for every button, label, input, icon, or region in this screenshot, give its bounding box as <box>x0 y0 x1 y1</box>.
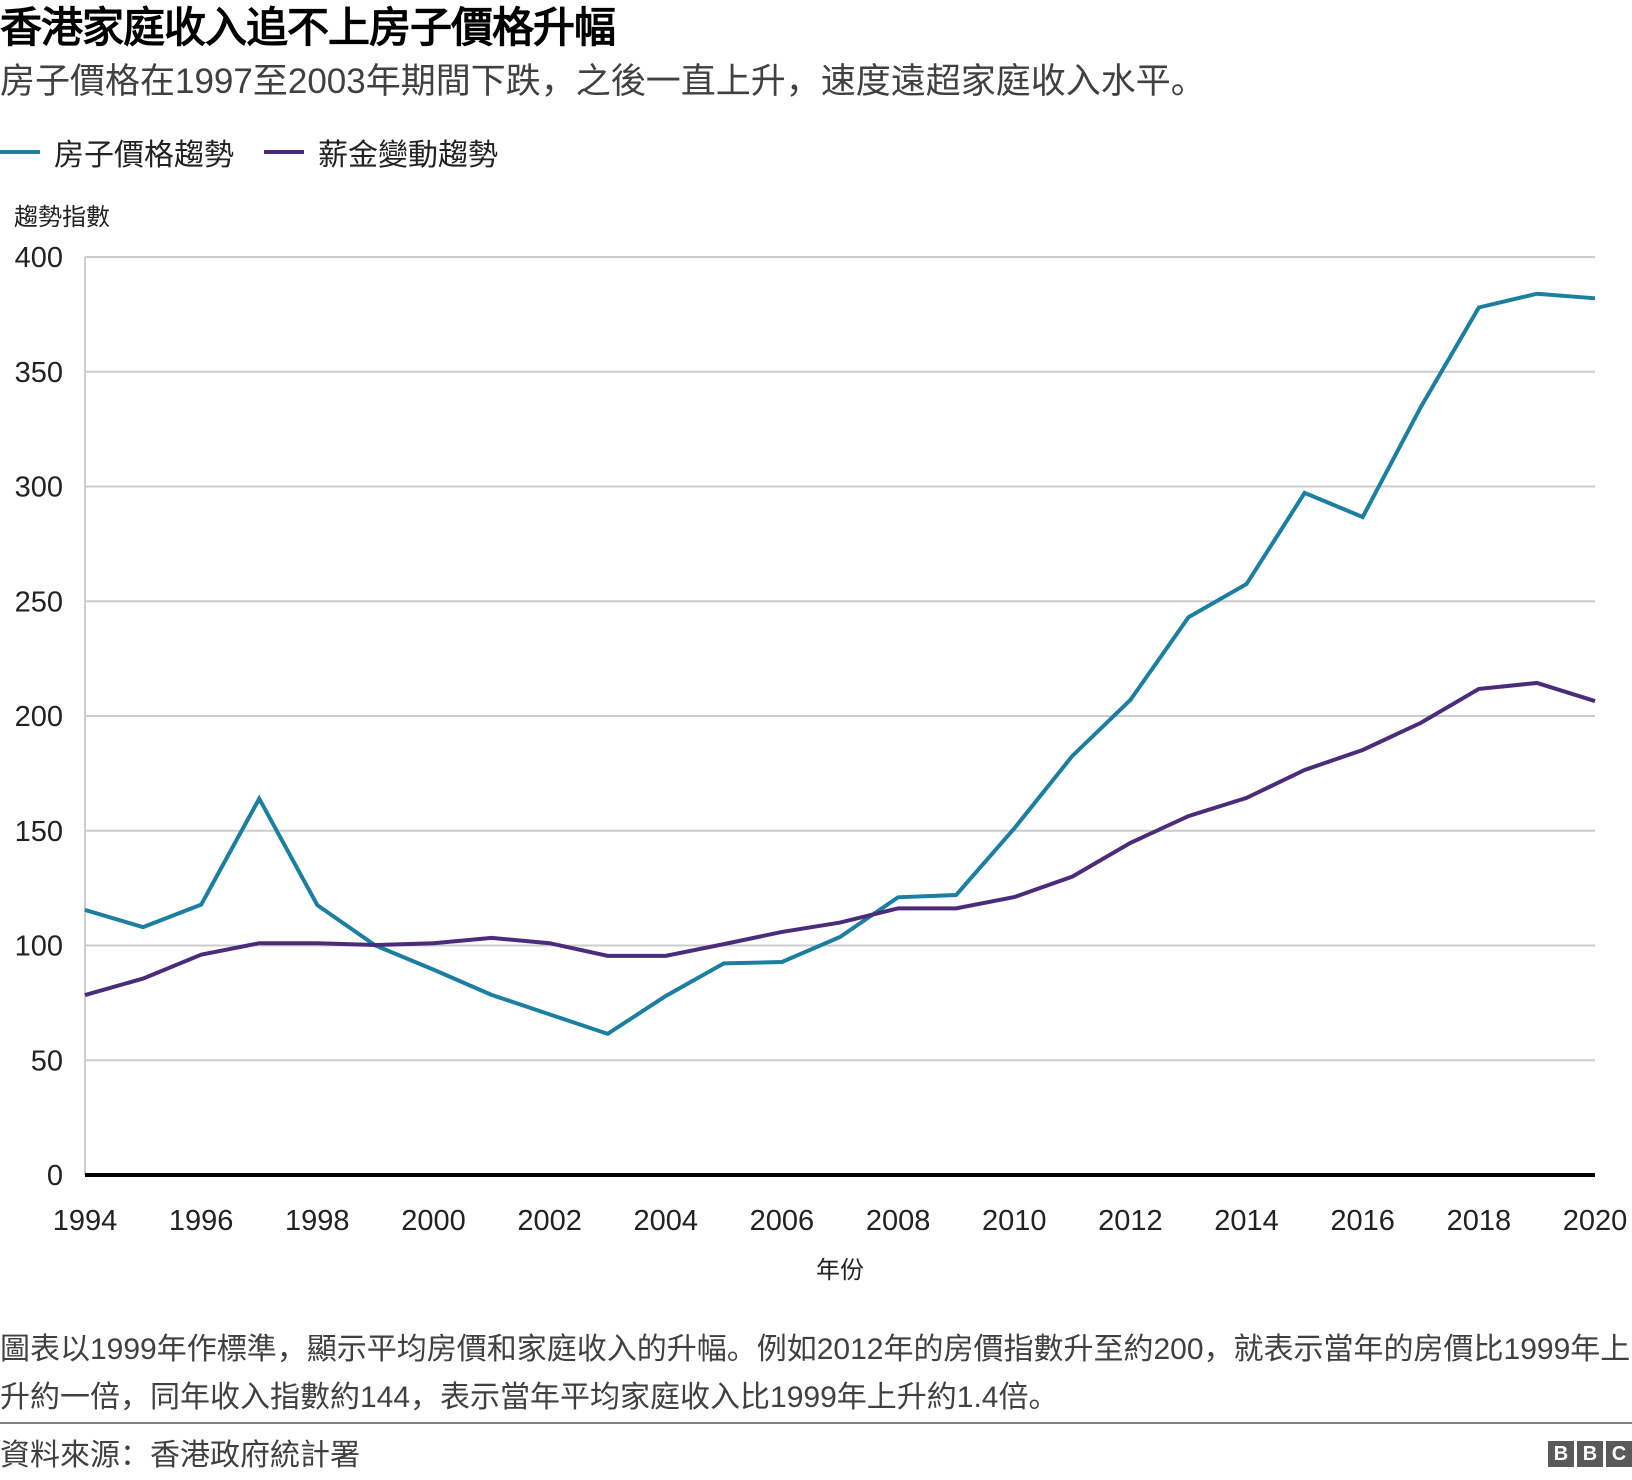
bbc-logo-letter: B <box>1577 1441 1603 1467</box>
x-tick-label: 1996 <box>169 1205 234 1237</box>
chart-note: 圖表以1999年作標準，顯示平均房價和家庭收入的升幅。例如2012年的房價指數升… <box>0 1326 1632 1422</box>
y-axis-ticks: 0 50 100 150 200 250 300 350 400 <box>15 242 63 1192</box>
y-tick-label: 150 <box>15 816 63 848</box>
y-tick-label: 250 <box>15 586 63 618</box>
y-tick-label: 100 <box>15 931 63 963</box>
series-line-salary <box>85 683 1595 995</box>
x-tick-label: 2010 <box>982 1205 1047 1237</box>
x-tick-label: 2008 <box>866 1205 931 1237</box>
bbc-logo-letter: C <box>1606 1441 1632 1467</box>
y-tick-label: 300 <box>15 472 63 504</box>
line-chart: 0 50 100 150 200 250 300 350 400 1994 1996 1998 200… <box>0 0 1632 1300</box>
y-tick-label: 400 <box>15 242 63 274</box>
x-tick-label: 2018 <box>1447 1205 1512 1237</box>
x-tick-label: 1998 <box>285 1205 350 1237</box>
bbc-logo: B B C <box>1548 1441 1632 1467</box>
x-tick-label: 2000 <box>401 1205 466 1237</box>
series-lines <box>85 294 1595 1034</box>
x-tick-label: 2020 <box>1563 1205 1628 1237</box>
x-tick-label: 2002 <box>517 1205 582 1237</box>
footer-divider <box>0 1422 1632 1424</box>
x-tick-label: 2012 <box>1098 1205 1163 1237</box>
x-tick-label: 2014 <box>1214 1205 1279 1237</box>
source-credit: 資料來源：香港政府統計署 <box>0 1436 360 1476</box>
x-tick-label: 2006 <box>750 1205 815 1237</box>
x-tick-label: 2016 <box>1330 1205 1395 1237</box>
gridlines <box>85 257 1595 1060</box>
x-axis-title: 年份 <box>0 1250 1632 1285</box>
y-tick-label: 350 <box>15 357 63 389</box>
y-tick-label: 50 <box>31 1045 63 1077</box>
x-axis-ticks: 1994 1996 1998 2000 2002 2004 2006 2008 2010 2012… <box>53 1205 1628 1237</box>
bbc-logo-letter: B <box>1548 1441 1574 1467</box>
y-tick-label: 200 <box>15 701 63 733</box>
y-tick-label: 0 <box>47 1160 63 1192</box>
x-tick-label: 1994 <box>53 1205 118 1237</box>
x-tick-label: 2004 <box>634 1205 699 1237</box>
